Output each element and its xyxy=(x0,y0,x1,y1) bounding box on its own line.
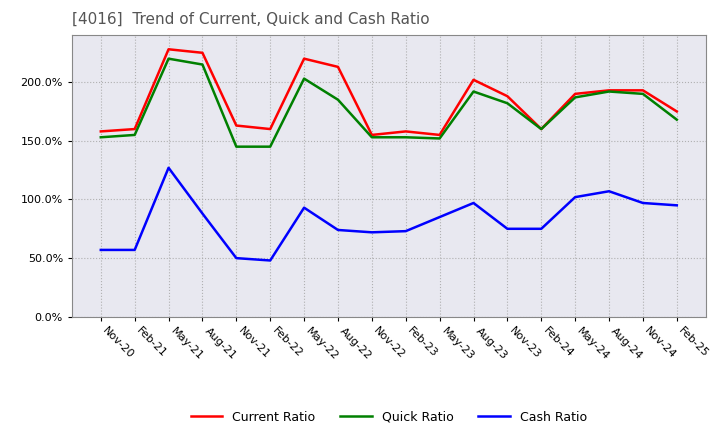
Quick Ratio xyxy=(402,135,410,140)
Cash Ratio xyxy=(672,203,681,208)
Quick Ratio xyxy=(96,135,105,140)
Current Ratio xyxy=(266,126,274,132)
Quick Ratio xyxy=(164,56,173,61)
Quick Ratio xyxy=(266,144,274,149)
Current Ratio xyxy=(639,88,647,93)
Current Ratio xyxy=(537,126,546,132)
Cash Ratio xyxy=(130,247,139,253)
Cash Ratio xyxy=(333,227,342,233)
Current Ratio xyxy=(198,50,207,55)
Current Ratio xyxy=(436,132,444,138)
Quick Ratio xyxy=(130,132,139,138)
Current Ratio xyxy=(367,132,376,138)
Quick Ratio xyxy=(503,101,512,106)
Current Ratio xyxy=(503,94,512,99)
Quick Ratio xyxy=(436,136,444,141)
Current Ratio xyxy=(672,109,681,114)
Current Ratio xyxy=(130,126,139,132)
Quick Ratio xyxy=(639,91,647,96)
Current Ratio xyxy=(333,64,342,70)
Current Ratio xyxy=(402,129,410,134)
Current Ratio xyxy=(300,56,308,61)
Current Ratio xyxy=(469,77,478,82)
Quick Ratio xyxy=(333,97,342,103)
Quick Ratio xyxy=(605,89,613,94)
Current Ratio xyxy=(571,91,580,96)
Cash Ratio xyxy=(300,205,308,210)
Cash Ratio xyxy=(503,226,512,231)
Cash Ratio xyxy=(402,228,410,234)
Current Ratio xyxy=(605,88,613,93)
Quick Ratio xyxy=(367,135,376,140)
Quick Ratio xyxy=(198,62,207,67)
Quick Ratio xyxy=(537,126,546,132)
Line: Current Ratio: Current Ratio xyxy=(101,49,677,135)
Line: Quick Ratio: Quick Ratio xyxy=(101,59,677,147)
Cash Ratio xyxy=(639,200,647,205)
Text: [4016]  Trend of Current, Quick and Cash Ratio: [4016] Trend of Current, Quick and Cash … xyxy=(72,12,430,27)
Cash Ratio xyxy=(436,214,444,220)
Quick Ratio xyxy=(300,76,308,81)
Current Ratio xyxy=(164,47,173,52)
Cash Ratio xyxy=(537,226,546,231)
Cash Ratio xyxy=(164,165,173,170)
Line: Cash Ratio: Cash Ratio xyxy=(101,168,677,260)
Cash Ratio xyxy=(198,211,207,216)
Quick Ratio xyxy=(571,95,580,100)
Current Ratio xyxy=(96,129,105,134)
Quick Ratio xyxy=(469,89,478,94)
Cash Ratio xyxy=(469,200,478,205)
Cash Ratio xyxy=(96,247,105,253)
Legend: Current Ratio, Quick Ratio, Cash Ratio: Current Ratio, Quick Ratio, Cash Ratio xyxy=(186,406,592,429)
Quick Ratio xyxy=(232,144,240,149)
Quick Ratio xyxy=(672,117,681,122)
Cash Ratio xyxy=(232,256,240,261)
Current Ratio xyxy=(232,123,240,128)
Cash Ratio xyxy=(605,189,613,194)
Cash Ratio xyxy=(367,230,376,235)
Cash Ratio xyxy=(266,258,274,263)
Cash Ratio xyxy=(571,194,580,200)
